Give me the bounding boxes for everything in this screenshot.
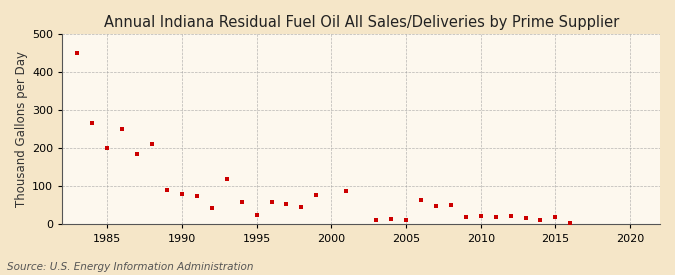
Point	[416, 197, 427, 202]
Point	[281, 201, 292, 206]
Point	[550, 215, 561, 219]
Title: Annual Indiana Residual Fuel Oil All Sales/Deliveries by Prime Supplier: Annual Indiana Residual Fuel Oil All Sal…	[103, 15, 619, 30]
Point	[565, 220, 576, 225]
Point	[192, 194, 202, 198]
Point	[296, 204, 307, 209]
Y-axis label: Thousand Gallons per Day: Thousand Gallons per Day	[15, 51, 28, 207]
Point	[176, 192, 187, 196]
Point	[371, 217, 381, 222]
Point	[102, 146, 113, 150]
Point	[520, 215, 531, 220]
Point	[431, 204, 441, 208]
Point	[266, 199, 277, 204]
Point	[87, 121, 98, 126]
Point	[251, 213, 262, 217]
Point	[311, 192, 322, 197]
Point	[221, 177, 232, 181]
Point	[161, 188, 172, 192]
Point	[207, 206, 217, 211]
Point	[341, 189, 352, 193]
Text: Source: U.S. Energy Information Administration: Source: U.S. Energy Information Administ…	[7, 262, 253, 272]
Point	[535, 217, 546, 222]
Point	[236, 199, 247, 204]
Point	[385, 216, 396, 221]
Point	[446, 203, 456, 208]
Point	[146, 142, 157, 147]
Point	[475, 214, 486, 218]
Point	[132, 152, 142, 156]
Point	[505, 214, 516, 218]
Point	[117, 127, 128, 131]
Point	[460, 215, 471, 219]
Point	[490, 215, 501, 219]
Point	[400, 218, 411, 222]
Point	[72, 51, 82, 55]
